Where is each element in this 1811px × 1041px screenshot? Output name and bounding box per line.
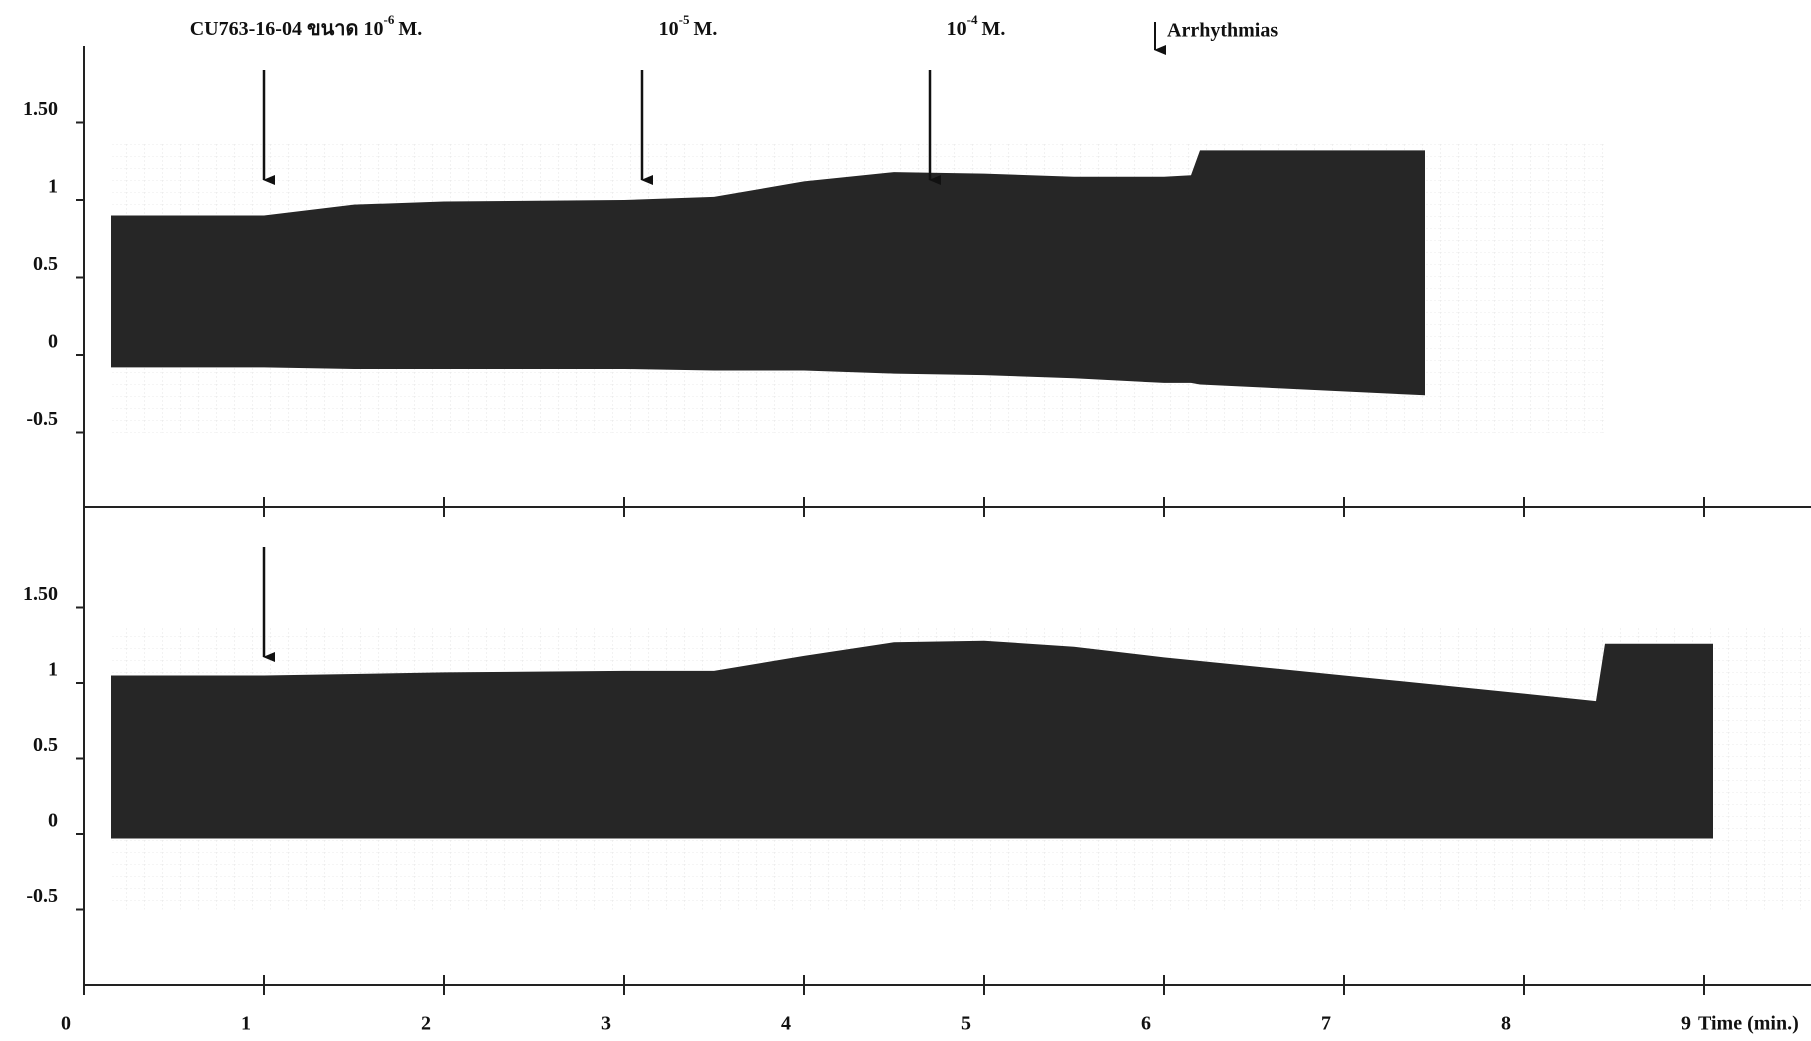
y-tick-label: -0.5 bbox=[26, 408, 58, 430]
x-tick-label: 1 bbox=[241, 1013, 251, 1035]
event-label: Arrhythmias bbox=[1167, 20, 1278, 42]
x-tick-label: 2 bbox=[421, 1013, 431, 1035]
x-tick-label: 7 bbox=[1321, 1013, 1331, 1035]
chart: 1.5010.50-0.5CU763-16-04 ขนาด 10-6M.10-5… bbox=[0, 0, 1811, 1041]
x-tick-label: 5 bbox=[961, 1013, 971, 1035]
x-axis-label: Time (min.) bbox=[1698, 1013, 1799, 1035]
x-tick-label: 3 bbox=[601, 1013, 611, 1035]
x-tick-label: 6 bbox=[1141, 1013, 1151, 1035]
y-tick-label: 0.5 bbox=[33, 734, 58, 756]
event-unit: M. bbox=[981, 18, 1005, 40]
event-exponent: -4 bbox=[967, 12, 978, 27]
x-tick-label: 4 bbox=[781, 1013, 791, 1035]
event-exponent: -5 bbox=[679, 12, 690, 27]
event-exponent: -6 bbox=[384, 12, 395, 27]
event-text: 10 bbox=[659, 18, 679, 40]
y-tick-label: 0.5 bbox=[33, 253, 58, 275]
page: {"chart_data": [ {"type": "envelope", "x… bbox=[0, 0, 1811, 1041]
event-text: 10 bbox=[947, 18, 967, 40]
y-tick-label: 0 bbox=[48, 810, 58, 832]
x-tick-label: 0 bbox=[61, 1013, 71, 1035]
event-unit: M. bbox=[693, 18, 717, 40]
y-tick-label: 1 bbox=[48, 659, 58, 681]
event-text: CU763-16-04 ขนาด 10 bbox=[190, 18, 384, 40]
y-tick-label: 1.50 bbox=[23, 583, 58, 605]
x-tick-label: 9 bbox=[1681, 1013, 1691, 1035]
y-tick-label: 0 bbox=[48, 331, 58, 353]
y-tick-label: 1.50 bbox=[23, 98, 58, 120]
y-tick-label: -0.5 bbox=[26, 885, 58, 907]
y-tick-label: 1 bbox=[48, 176, 58, 198]
event-unit: M. bbox=[398, 18, 422, 40]
x-tick-label: 8 bbox=[1501, 1013, 1511, 1035]
